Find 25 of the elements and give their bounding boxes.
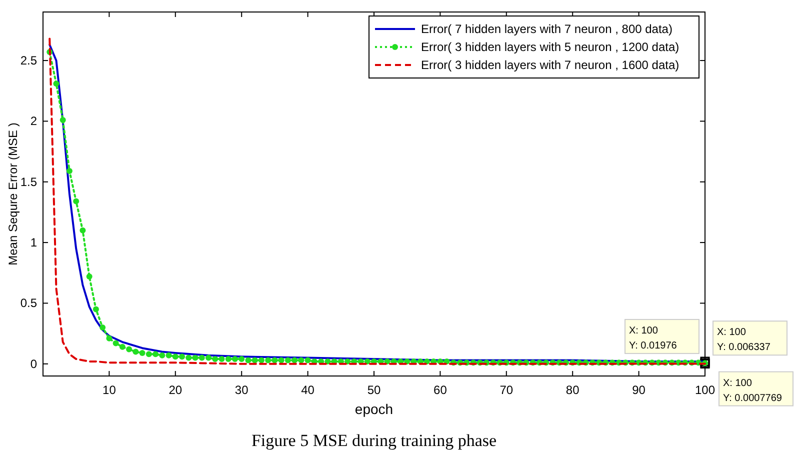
x-tick-label: 40: [301, 383, 315, 397]
caption: Figure 5 MSE during training phase: [251, 431, 497, 450]
y-tick-label: 0.5: [20, 296, 38, 310]
y-tick-label: 2: [30, 114, 38, 128]
y-axis-title: Mean Sequre Error (MSE ): [6, 122, 20, 266]
y-tick-label: 1: [30, 236, 38, 250]
x-tick-label: 70: [500, 383, 514, 397]
x-tick-label: 80: [566, 383, 580, 397]
x-axis-title: epoch: [354, 401, 394, 417]
x-tick-label: 10: [102, 383, 116, 397]
legend-label: Error( 7 hidden layers with 7 neuron , 800 data): [421, 22, 672, 36]
y-tick-label: 0: [30, 356, 38, 371]
x-tick-label: 30: [234, 383, 249, 397]
x-tick-label: 20: [168, 383, 182, 397]
annotation: X: 100 Y: 0.01976: [629, 325, 678, 352]
text: X: 100 Y: 0.006337: [717, 327, 771, 354]
legend-label: Error( 3 hidden layers with 7 neuron , 1600 data): [421, 58, 680, 72]
x-tick-label: 100: [694, 383, 716, 397]
text: X: 100 Y: 0.0007769: [723, 378, 782, 404]
y-tick-label: 1.5: [20, 174, 38, 189]
legend-label: Error( 3 hidden layers with 5 neuron , 1200 data): [421, 40, 680, 54]
x-tick-label: 90: [632, 383, 646, 397]
x-tick-label: 60: [434, 383, 448, 397]
y-tick-label: 2.5: [20, 54, 38, 68]
x-tick-label: 50: [367, 383, 381, 397]
